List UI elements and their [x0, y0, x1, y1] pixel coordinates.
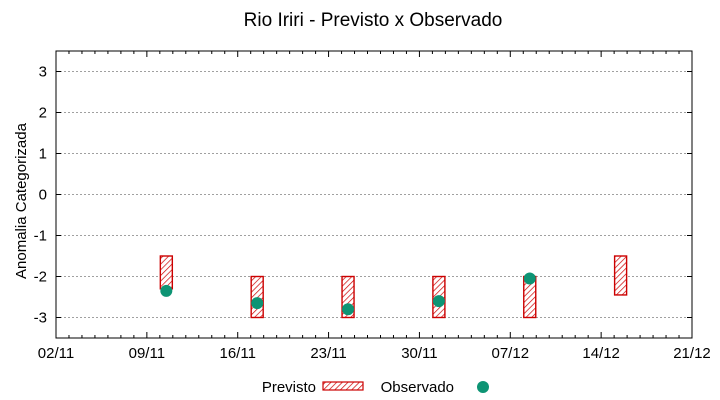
- y-tick-label: -2: [34, 269, 47, 286]
- legend: Previsto Observado: [262, 379, 489, 396]
- y-tick-label: 3: [39, 64, 47, 81]
- chart-title: Rio Iriri - Previsto x Observado: [244, 10, 503, 31]
- x-tick-label: 21/12: [673, 345, 711, 362]
- x-tick-label: 30/11: [401, 345, 437, 362]
- y-tick-label: 1: [39, 146, 47, 163]
- x-tick-label: 16/11: [219, 345, 255, 362]
- previsto-box: [159, 255, 174, 290]
- previsto-box: [250, 275, 264, 319]
- previsto-box: [613, 255, 628, 296]
- y-tick-label: 0: [39, 187, 47, 204]
- legend-marker-observado: [477, 381, 489, 393]
- observado-point: [523, 272, 536, 285]
- x-tick-label: 14/12: [582, 345, 620, 362]
- previsto-series: [159, 255, 628, 319]
- observado-point: [160, 284, 173, 297]
- y-axis: 3 2 1 0 -1 -2 -3: [34, 64, 692, 327]
- legend-swatch-previsto: [322, 381, 364, 391]
- y-tick-label: -1: [34, 228, 47, 245]
- plot-frame: [55, 50, 693, 339]
- x-tick-label: 23/11: [310, 345, 346, 362]
- observado-point: [342, 303, 355, 316]
- y-axis-label: Anomalia Categorizada: [13, 122, 30, 279]
- observado-point: [251, 297, 264, 310]
- observado-point: [432, 295, 445, 308]
- grid: [56, 71, 692, 318]
- x-tick-label: 09/11: [129, 345, 165, 362]
- legend-label-previsto: Previsto: [262, 379, 316, 396]
- legend-label-observado: Observado: [381, 379, 454, 396]
- x-tick-label: 02/11: [38, 345, 74, 362]
- observado-series: [160, 272, 536, 316]
- x-axis: 02/11 09/11 16/11 23/11 30/11 07/12 14/12 21/12: [38, 51, 711, 362]
- y-tick-label: 2: [39, 105, 47, 122]
- x-tick-label: 07/12: [492, 345, 530, 362]
- y-tick-label: -3: [34, 310, 47, 327]
